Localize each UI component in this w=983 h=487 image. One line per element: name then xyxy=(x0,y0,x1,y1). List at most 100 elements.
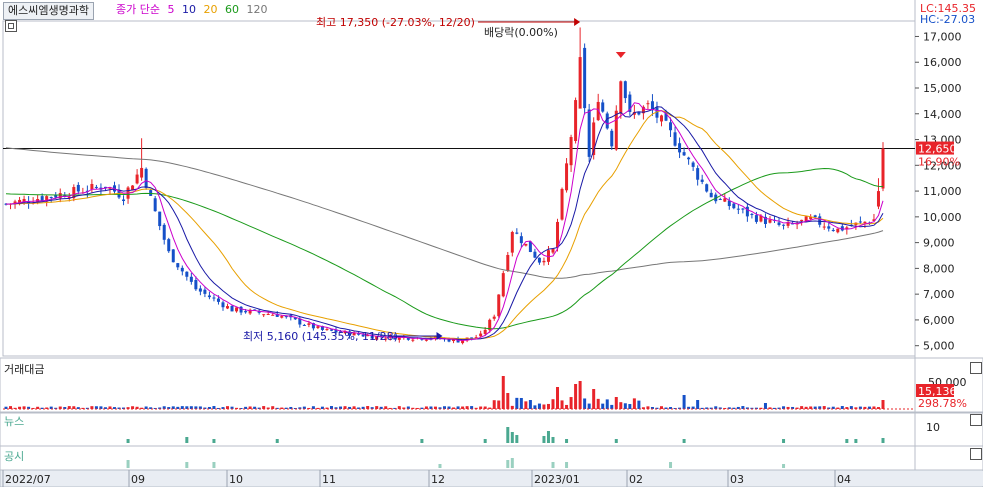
current-price-label: 12,650 xyxy=(918,143,957,156)
volume-bar xyxy=(678,407,682,409)
candle-body xyxy=(176,263,180,268)
volume-bar xyxy=(393,407,397,409)
volume-bar xyxy=(90,406,94,409)
volume-bar xyxy=(876,407,880,409)
volume-bar xyxy=(162,406,166,409)
disclosure-panel-close-icon[interactable] xyxy=(970,448,982,460)
volume-bar xyxy=(298,407,302,409)
volume-bar xyxy=(578,381,582,409)
candle-body xyxy=(339,331,343,333)
candle-body xyxy=(329,329,333,331)
volume-bar xyxy=(696,400,700,409)
news-bar xyxy=(854,439,858,443)
volume-bar xyxy=(262,406,266,409)
volume-bar xyxy=(149,407,153,409)
candle-body xyxy=(45,196,49,202)
candle-body xyxy=(583,47,587,109)
candle-body xyxy=(736,208,740,210)
volume-bar xyxy=(366,406,370,409)
settings-toggle-icon[interactable] xyxy=(5,20,17,32)
volume-bar xyxy=(153,407,157,409)
candle-body xyxy=(754,215,758,222)
volume-pct-label: 298.78% xyxy=(918,397,967,410)
candle-body xyxy=(727,200,731,207)
candle-body xyxy=(171,249,175,263)
candle-body xyxy=(858,221,862,223)
news-bar xyxy=(506,427,510,443)
candle-body xyxy=(198,288,202,292)
volume-bar xyxy=(537,403,541,409)
candle-body xyxy=(510,232,514,253)
candle-body xyxy=(732,203,736,209)
low-arrow-head xyxy=(436,332,443,340)
volume-bar xyxy=(235,407,239,409)
candle-body xyxy=(596,101,600,121)
volume-bar xyxy=(768,407,772,409)
disclosure-bar xyxy=(782,464,786,468)
candle-body xyxy=(212,297,216,299)
volume-bar xyxy=(357,407,361,409)
volume-bar xyxy=(352,406,356,409)
volume-bar xyxy=(650,406,654,409)
candle-body xyxy=(131,185,135,191)
volume-bar xyxy=(4,406,8,409)
volume-bar xyxy=(339,406,343,409)
volume-bar xyxy=(763,403,767,409)
ma-120-label: 120 xyxy=(246,3,268,16)
x-axis-bar xyxy=(0,469,983,487)
volume-bar xyxy=(311,406,315,409)
volume-bar xyxy=(189,406,193,409)
volume-bar xyxy=(483,406,487,409)
candle-body xyxy=(311,323,315,329)
stock-name-box[interactable]: 에스씨엠생명과학 xyxy=(3,2,94,20)
candle-body xyxy=(452,338,456,342)
volume-bar xyxy=(72,406,76,409)
volume-bar xyxy=(637,400,641,409)
volume-bar xyxy=(402,407,406,409)
candle-body xyxy=(447,338,451,342)
candle-body xyxy=(13,201,17,205)
candle-body xyxy=(587,109,591,157)
volume-bar xyxy=(316,407,320,409)
candle-body xyxy=(94,186,98,188)
volume-bar xyxy=(397,406,401,409)
candle-body xyxy=(397,336,401,340)
candle-body xyxy=(275,314,279,317)
news-panel-close-icon[interactable] xyxy=(970,414,982,426)
volume-bar xyxy=(63,407,67,409)
candle-body xyxy=(162,224,166,240)
high-annotation: 최고 17,350 (-27.03%, 12/20) xyxy=(316,16,475,29)
volume-bar xyxy=(795,407,799,409)
volume-bar xyxy=(131,406,135,409)
volume-bar xyxy=(687,406,691,409)
candle-body xyxy=(682,152,686,156)
volume-bar xyxy=(456,406,460,409)
volume-bar xyxy=(736,406,740,409)
candle-body xyxy=(411,339,415,341)
volume-bar xyxy=(443,406,446,409)
volume-bar xyxy=(614,397,618,409)
volume-bar xyxy=(126,407,130,409)
candle-body xyxy=(601,102,605,112)
news-bar xyxy=(782,439,786,443)
volume-bar xyxy=(406,406,410,409)
candle-body xyxy=(632,112,636,115)
volume-bar xyxy=(718,407,722,409)
news-bar xyxy=(275,439,279,443)
volume-bar xyxy=(415,407,419,409)
candle-body xyxy=(207,295,211,298)
disclosure-bar xyxy=(438,464,442,468)
volume-bar xyxy=(700,407,704,409)
candle-body xyxy=(565,163,569,191)
candle-body xyxy=(818,216,822,225)
volume-bar xyxy=(641,407,645,409)
ma-10-label: 10 xyxy=(181,3,196,16)
volume-bar xyxy=(271,406,275,409)
candle-body xyxy=(592,122,596,156)
volume-bar xyxy=(605,399,609,409)
disclosure-bar xyxy=(565,462,569,468)
volume-bar xyxy=(58,406,62,409)
volume-panel-close-icon[interactable] xyxy=(970,362,982,374)
